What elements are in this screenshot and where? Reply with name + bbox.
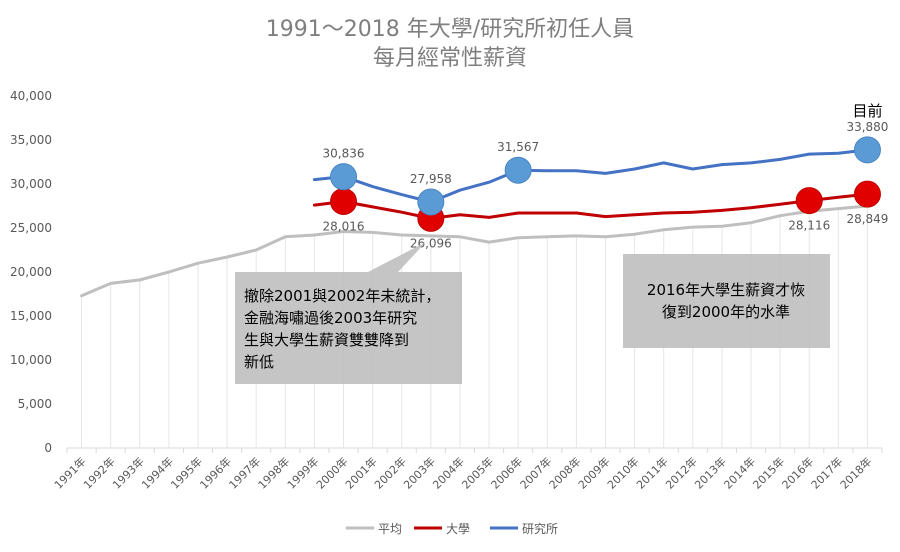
annotation-text: 新低 [244, 353, 274, 371]
x-tick-label: 2008年 [546, 454, 583, 491]
y-tick-label: 5,000 [18, 397, 52, 411]
legend-label: 研究所 [522, 521, 558, 536]
annotation-text: 2016年大學生薪資才恢 [647, 281, 805, 299]
annotation-text: 生與大學生薪資雙雙降到 [244, 331, 409, 349]
x-tick-label: 2005年 [459, 454, 496, 491]
data-label: 28,849 [846, 212, 888, 226]
annotation-text: 金融海嘯過後2003年研究 [244, 309, 417, 327]
x-tick-label: 2006年 [488, 454, 525, 491]
data-label: 31,567 [497, 140, 539, 154]
data-point-marker [853, 180, 881, 208]
annotation-box [623, 254, 830, 348]
data-point-marker [795, 187, 823, 215]
x-tick-label: 2007年 [517, 454, 554, 491]
y-tick-label: 30,000 [10, 177, 52, 191]
x-tick-label: 2014年 [721, 454, 758, 491]
x-tick-label: 1999年 [284, 454, 321, 491]
x-tick-label: 2012年 [662, 454, 699, 491]
x-axis: 1991年1992年1993年1994年1995年1996年1997年1998年… [51, 206, 883, 492]
data-point-marker [853, 136, 881, 164]
x-tick-label: 2016年 [779, 454, 816, 491]
y-tick-label: 25,000 [10, 221, 52, 235]
data-point-marker [330, 187, 358, 215]
x-tick-label: 1998年 [255, 454, 292, 491]
data-point-marker [417, 188, 445, 216]
x-tick-label: 1997年 [226, 454, 263, 491]
data-point-marker [330, 163, 358, 191]
x-tick-label: 2003年 [400, 454, 437, 491]
data-label: 30,836 [323, 147, 365, 161]
x-tick-label: 2002年 [371, 454, 408, 491]
y-tick-label: 35,000 [10, 133, 52, 147]
legend-label: 平均 [378, 522, 402, 536]
legend: 平均 大學 研究所 [346, 521, 558, 536]
annotation-text: 復到2000年的水準 [662, 303, 790, 321]
data-label: 27,958 [410, 172, 452, 186]
annotation-boxes: 撤除2001與2002年未統計， 金融海嘯過後2003年研究生與大學生薪資雙雙降到… [235, 242, 830, 384]
x-tick-label: 1992年 [80, 454, 117, 491]
x-tick-label: 2009年 [575, 454, 612, 491]
x-tick-label: 2018年 [837, 454, 874, 491]
x-tick-label: 1995年 [168, 454, 205, 491]
y-axis: 0 5,000 10,000 15,000 20,000 25,000 30,000 35,0… [10, 89, 52, 455]
current-label: 目前 [852, 102, 882, 120]
chart-title-line: 每月經常性薪資 [373, 46, 527, 71]
annotation-box [235, 242, 462, 384]
x-tick-label: 2004年 [430, 454, 467, 491]
series-line-university [312, 192, 869, 220]
y-tick-label: 0 [44, 441, 52, 455]
series-line-average [80, 204, 869, 298]
x-tick-label: 2015年 [750, 454, 787, 491]
legend-label: 大學 [446, 522, 470, 536]
x-tick-label: 1991年 [51, 454, 88, 491]
y-tick-label: 15,000 [10, 309, 52, 323]
series-line-graduate [312, 148, 869, 204]
y-tick-label: 20,000 [10, 265, 52, 279]
x-tick-label: 2010年 [604, 454, 641, 491]
x-tick-label: 1994年 [139, 454, 176, 491]
y-tick-label: 10,000 [10, 353, 52, 367]
data-label: 28,116 [788, 219, 830, 233]
x-tick-label: 2011年 [633, 454, 670, 491]
x-tick-label: 1993年 [109, 454, 146, 491]
annotation-text: 撤除2001與2002年未統計， [244, 287, 440, 305]
series-lines [80, 148, 869, 298]
x-tick-label: 1996年 [197, 454, 234, 491]
x-tick-label: 2017年 [808, 454, 845, 491]
chart-title-line: 1991～2018 年大學/研究所初任人員 [266, 17, 634, 42]
x-tick-label: 2001年 [342, 454, 379, 491]
data-point-marker [504, 156, 532, 184]
data-label: 28,016 [323, 219, 365, 233]
x-tick-label: 2013年 [692, 454, 729, 491]
x-tick-label: 2000年 [313, 454, 350, 491]
data-label: 33,880 [846, 120, 888, 134]
y-tick-label: 40,000 [10, 89, 52, 103]
